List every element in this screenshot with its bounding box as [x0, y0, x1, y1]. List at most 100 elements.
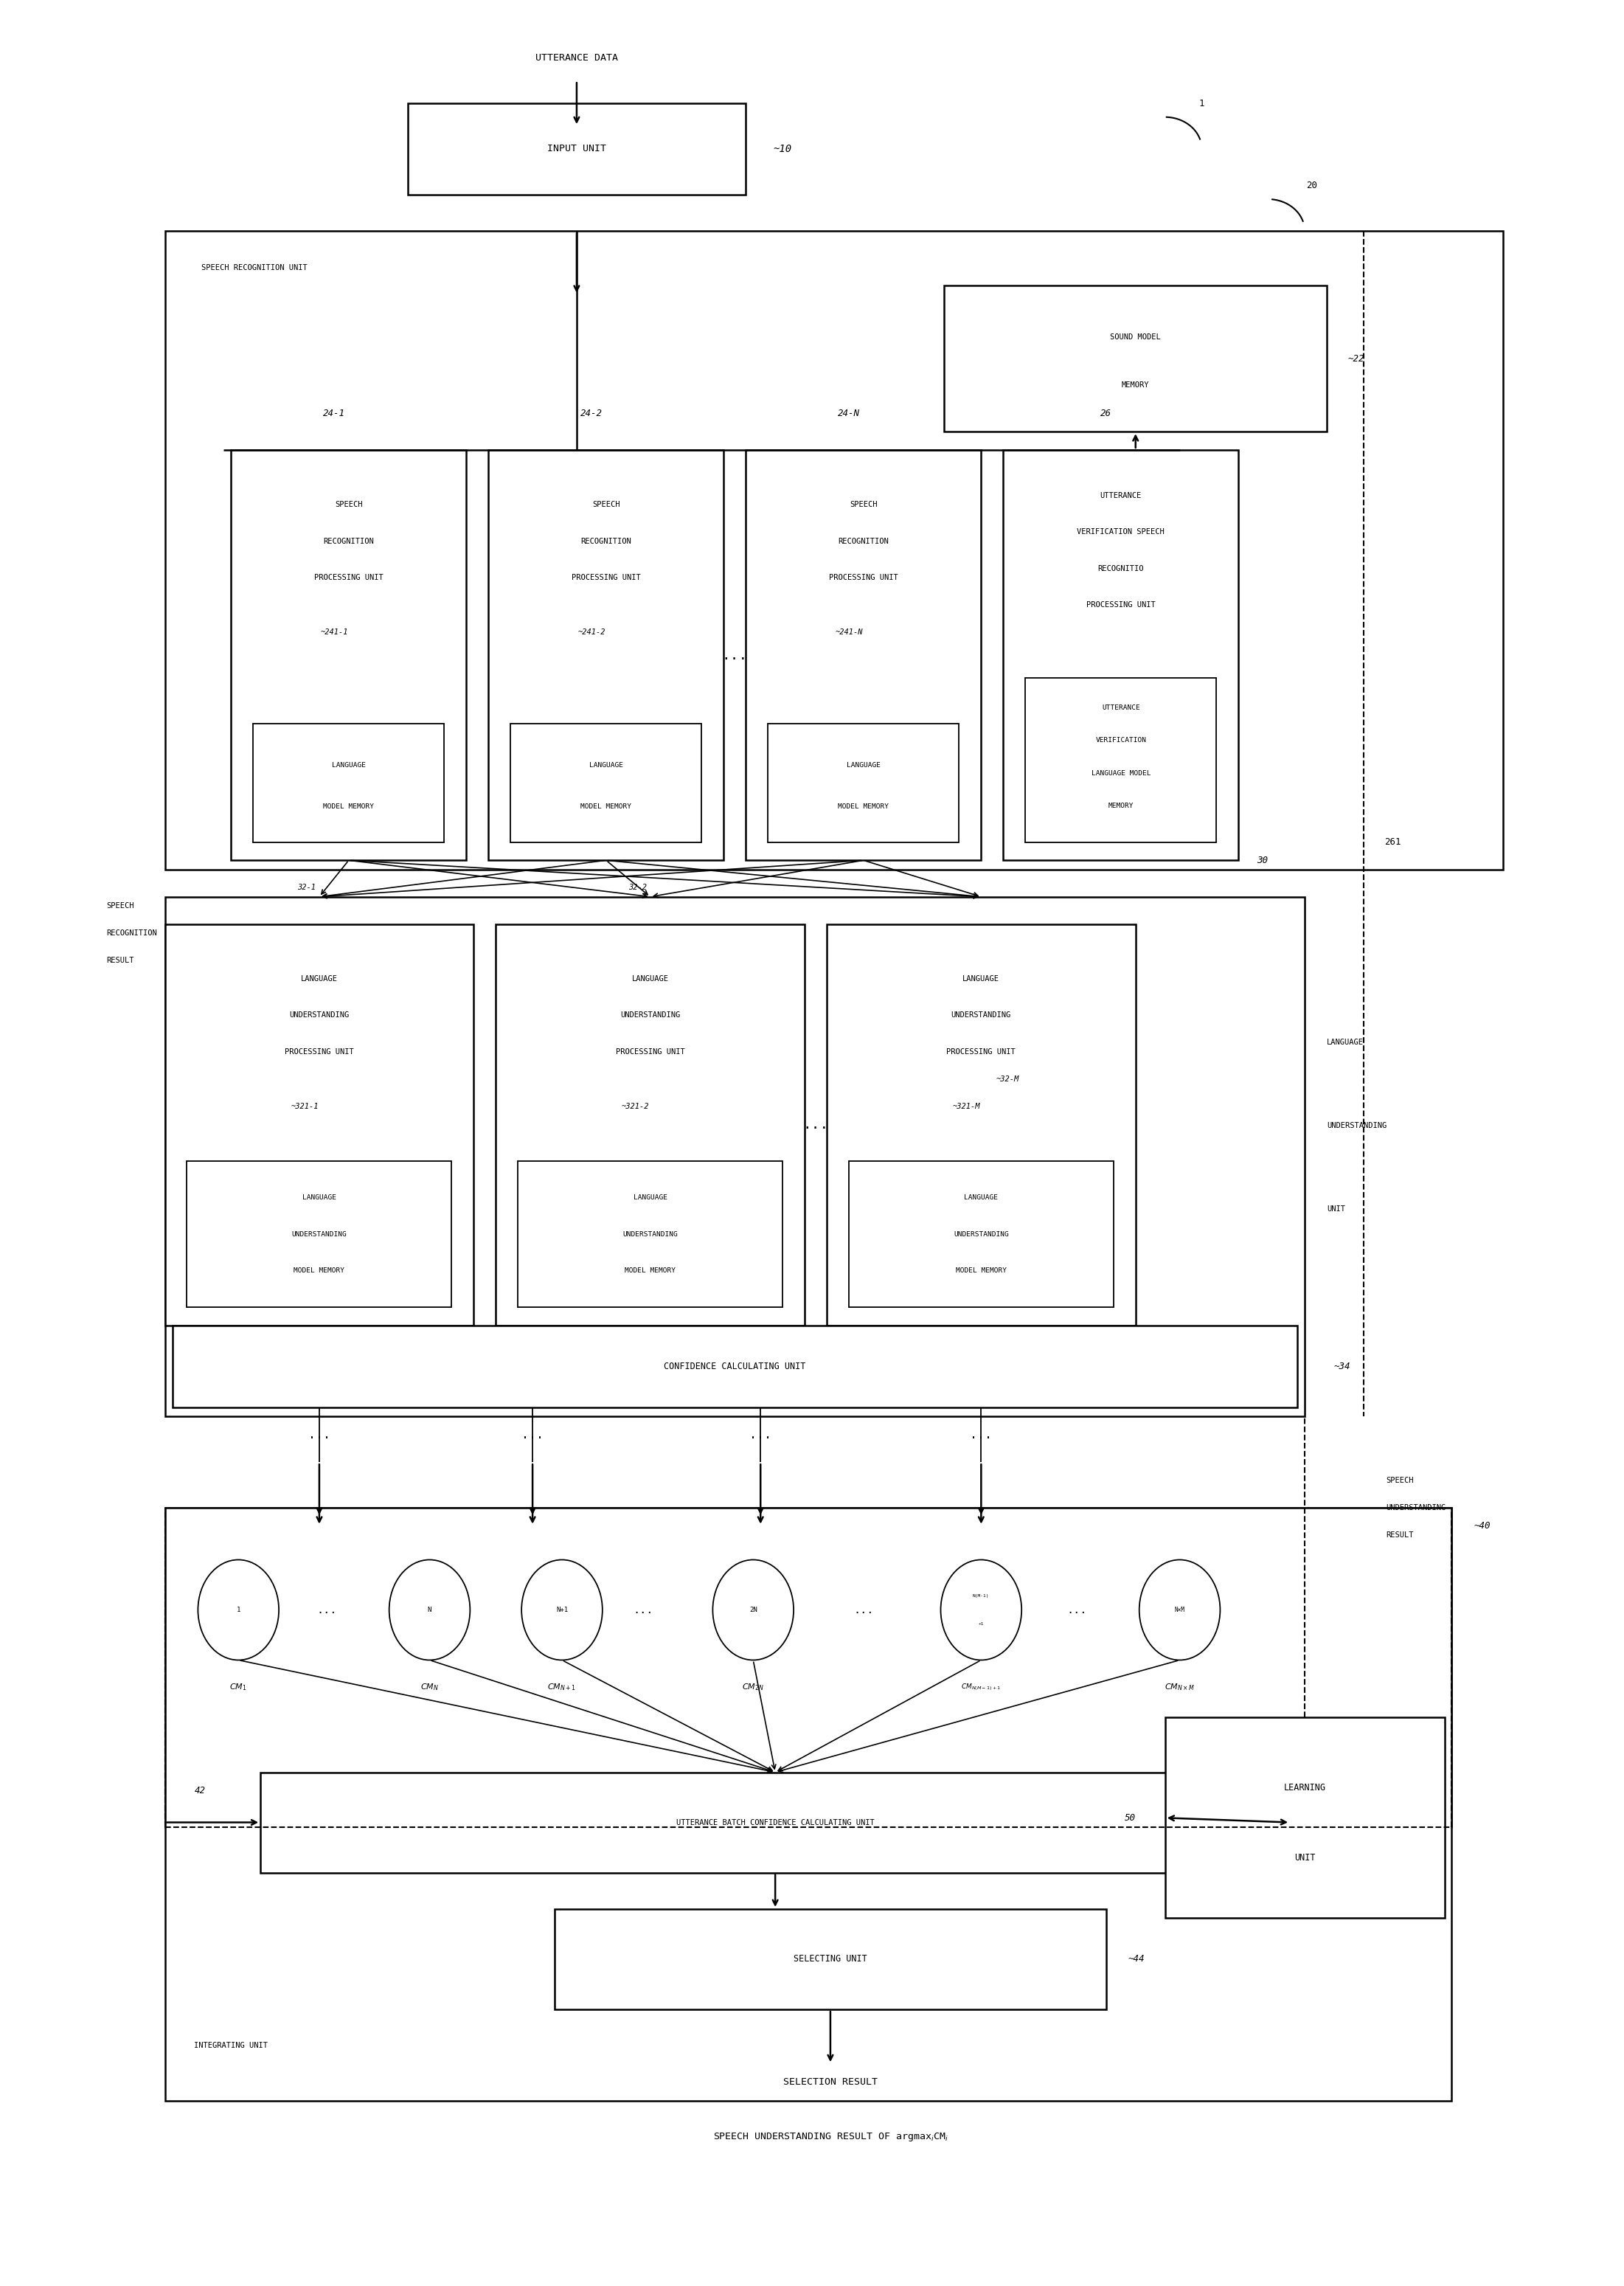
FancyBboxPatch shape: [489, 450, 724, 860]
Text: 24-N: 24-N: [838, 409, 859, 418]
Text: CONFIDENCE CALCULATING UNIT: CONFIDENCE CALCULATING UNIT: [664, 1362, 806, 1372]
Text: ~321-1: ~321-1: [291, 1102, 318, 1111]
Text: ...: ...: [521, 1429, 544, 1442]
Text: SELECTING UNIT: SELECTING UNIT: [794, 1955, 867, 1964]
Text: LANGUAGE: LANGUAGE: [633, 1193, 667, 1200]
Text: MEMORY: MEMORY: [1108, 802, 1134, 809]
Text: N+1: N+1: [555, 1607, 568, 1614]
Text: ...: ...: [309, 1429, 330, 1442]
Text: UNDERSTANDING: UNDERSTANDING: [1327, 1122, 1387, 1129]
Text: SPEECH UNDERSTANDING RESULT OF argmax$_i$CM$_i$: SPEECH UNDERSTANDING RESULT OF argmax$_i…: [713, 2131, 948, 2142]
Text: SPEECH: SPEECH: [106, 903, 133, 910]
Text: VERIFICATION: VERIFICATION: [1096, 736, 1147, 743]
Text: RECOGNITIO: RECOGNITIO: [1098, 565, 1143, 572]
Text: LANGUAGE: LANGUAGE: [300, 976, 338, 983]
Text: PROCESSING UNIT: PROCESSING UNIT: [1086, 601, 1155, 608]
Text: ...: ...: [853, 1605, 874, 1616]
Text: LANGUAGE: LANGUAGE: [632, 976, 669, 983]
Text: 2N: 2N: [749, 1607, 757, 1614]
Text: 1: 1: [237, 1607, 240, 1614]
FancyBboxPatch shape: [1025, 679, 1216, 841]
Text: SPEECH: SPEECH: [335, 501, 362, 507]
Text: ~321-2: ~321-2: [622, 1102, 650, 1111]
Text: 42: 42: [195, 1785, 205, 1795]
Text: ~241-2: ~241-2: [578, 629, 606, 636]
Text: 1: 1: [1199, 98, 1205, 107]
Text: MODEL MEMORY: MODEL MEMORY: [625, 1266, 676, 1273]
Text: $CM_{N+1}$: $CM_{N+1}$: [547, 1682, 577, 1692]
Text: LANGUAGE: LANGUAGE: [302, 1193, 336, 1200]
Text: 30: 30: [1257, 855, 1268, 864]
FancyBboxPatch shape: [555, 1909, 1106, 2009]
FancyBboxPatch shape: [166, 896, 1304, 1417]
Text: LANGUAGE: LANGUAGE: [331, 761, 365, 768]
Text: RESULT: RESULT: [1385, 1532, 1413, 1538]
Text: ~22: ~22: [1348, 354, 1364, 363]
Text: ...: ...: [317, 1605, 336, 1616]
Text: LANGUAGE: LANGUAGE: [965, 1193, 999, 1200]
Circle shape: [940, 1559, 1021, 1660]
Text: UNDERSTANDING: UNDERSTANDING: [952, 1013, 1012, 1020]
Text: PROCESSING UNIT: PROCESSING UNIT: [284, 1047, 354, 1056]
Text: INTEGRATING UNIT: INTEGRATING UNIT: [195, 2041, 268, 2051]
Text: LANGUAGE: LANGUAGE: [1327, 1038, 1364, 1047]
Text: SPEECH: SPEECH: [849, 501, 877, 507]
Circle shape: [198, 1559, 279, 1660]
Text: N(M-1): N(M-1): [973, 1593, 989, 1598]
Text: PROCESSING UNIT: PROCESSING UNIT: [828, 574, 898, 581]
FancyBboxPatch shape: [166, 231, 1504, 869]
Text: SOUND MODEL: SOUND MODEL: [1111, 334, 1161, 341]
Text: UTTERANCE BATCH CONFIDENCE CALCULATING UNIT: UTTERANCE BATCH CONFIDENCE CALCULATING U…: [676, 1820, 874, 1827]
Text: ...: ...: [1067, 1605, 1086, 1616]
Text: UNIT: UNIT: [1327, 1205, 1345, 1212]
Text: LANGUAGE MODEL: LANGUAGE MODEL: [1091, 770, 1150, 777]
Text: UNIT: UNIT: [1294, 1854, 1315, 1863]
Text: ~34: ~34: [1335, 1362, 1351, 1372]
Text: UNDERSTANDING: UNDERSTANDING: [953, 1230, 1009, 1237]
Text: VERIFICATION SPEECH: VERIFICATION SPEECH: [1077, 528, 1164, 535]
Text: MODEL MEMORY: MODEL MEMORY: [838, 802, 888, 809]
Text: LANGUAGE: LANGUAGE: [963, 976, 1000, 983]
Text: ~241-1: ~241-1: [320, 629, 348, 636]
FancyBboxPatch shape: [408, 103, 745, 194]
FancyBboxPatch shape: [1004, 450, 1239, 860]
Text: RECOGNITION: RECOGNITION: [323, 537, 374, 544]
Text: UNDERSTANDING: UNDERSTANDING: [622, 1230, 677, 1237]
Text: ...: ...: [633, 1605, 653, 1616]
Text: ...: ...: [721, 649, 747, 663]
FancyBboxPatch shape: [768, 722, 960, 841]
Text: PROCESSING UNIT: PROCESSING UNIT: [313, 574, 383, 581]
Text: UTTERANCE DATA: UTTERANCE DATA: [536, 53, 619, 62]
Text: UNDERSTANDING: UNDERSTANDING: [289, 1013, 349, 1020]
Text: UNDERSTANDING: UNDERSTANDING: [292, 1230, 348, 1237]
Text: PROCESSING UNIT: PROCESSING UNIT: [572, 574, 640, 581]
Text: SPEECH: SPEECH: [593, 501, 620, 507]
Text: RESULT: RESULT: [106, 958, 133, 965]
FancyBboxPatch shape: [166, 1509, 1452, 2101]
Text: ~40: ~40: [1475, 1520, 1491, 1532]
Text: +1: +1: [978, 1621, 984, 1625]
Text: SPEECH: SPEECH: [1385, 1477, 1413, 1484]
Text: SPEECH RECOGNITION UNIT: SPEECH RECOGNITION UNIT: [201, 263, 307, 272]
Text: LANGUAGE: LANGUAGE: [846, 761, 880, 768]
Circle shape: [713, 1559, 794, 1660]
Text: 26: 26: [1101, 409, 1112, 418]
Text: ...: ...: [802, 1118, 828, 1132]
Text: PROCESSING UNIT: PROCESSING UNIT: [615, 1047, 685, 1056]
Text: MODEL MEMORY: MODEL MEMORY: [581, 802, 632, 809]
Text: ...: ...: [749, 1429, 771, 1442]
Text: MEMORY: MEMORY: [1122, 382, 1150, 389]
Text: $CM_1$: $CM_1$: [229, 1682, 247, 1692]
Text: PROCESSING UNIT: PROCESSING UNIT: [947, 1047, 1015, 1056]
FancyBboxPatch shape: [827, 924, 1135, 1326]
Text: 32-2: 32-2: [628, 885, 646, 892]
Text: ~321-M: ~321-M: [953, 1102, 981, 1111]
Text: ...: ...: [970, 1429, 992, 1442]
Text: MODEL MEMORY: MODEL MEMORY: [323, 802, 374, 809]
Text: 261: 261: [1385, 837, 1402, 846]
Text: 24-2: 24-2: [580, 409, 603, 418]
Text: RECOGNITION: RECOGNITION: [106, 930, 158, 937]
Text: UNDERSTANDING: UNDERSTANDING: [620, 1013, 680, 1020]
FancyBboxPatch shape: [1164, 1717, 1444, 1918]
Text: UNDERSTANDING: UNDERSTANDING: [1385, 1504, 1445, 1511]
